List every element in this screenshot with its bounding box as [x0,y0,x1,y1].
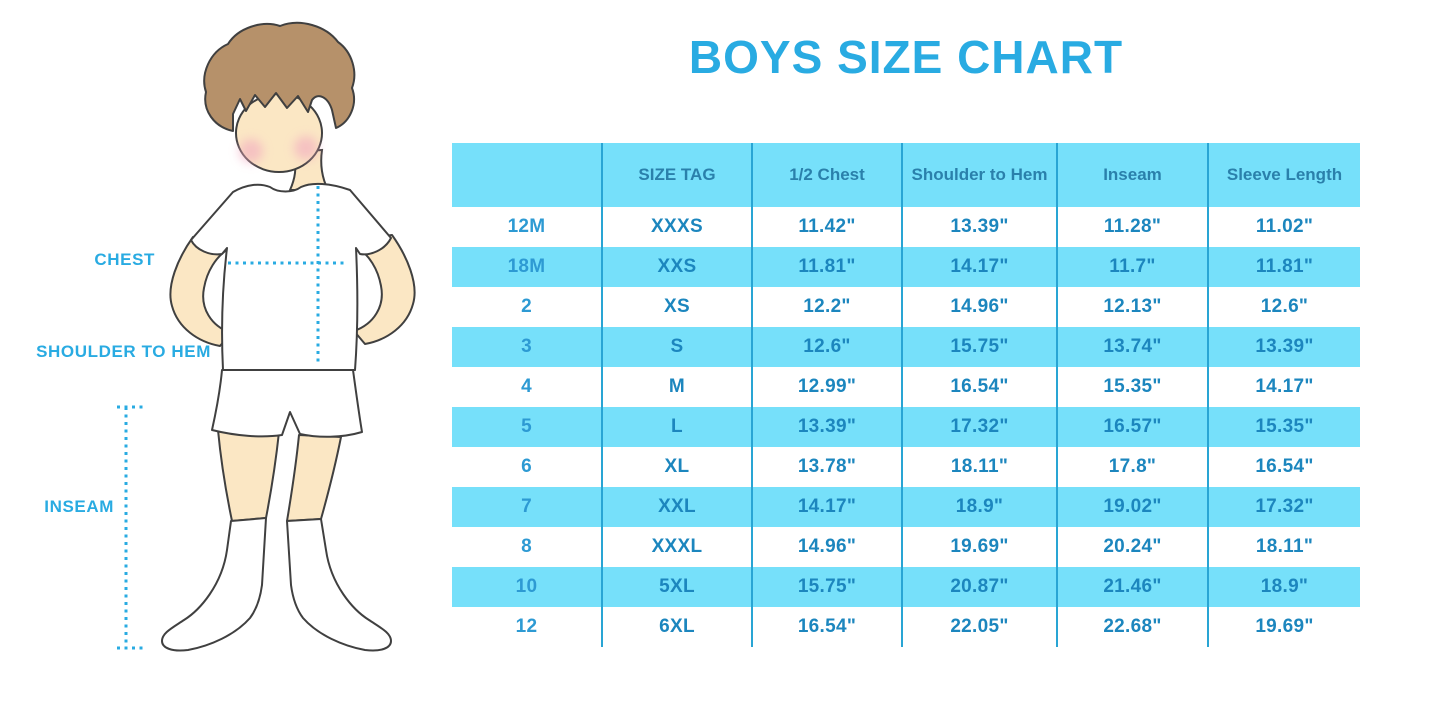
cheeks [239,136,318,163]
legs [217,429,342,522]
column-header-blank [452,143,603,207]
measurement-cell: XS [602,287,753,327]
measurement-cell: 11.42" [752,207,903,247]
row-size-label: 18M [452,247,603,287]
measurement-cell: 5XL [602,567,753,607]
table-row: 5 L 13.39" 17.32" 16.57" 15.35" [452,407,1360,447]
size-table: SIZE TAG 1/2 Chest Shoulder to Hem Inseam Sl… [452,143,1360,647]
measurement-cell: 15.35" [1255,416,1314,437]
column-header: SIZE TAG [602,143,753,207]
measurement-cell: 11.7" [1057,247,1209,287]
measurement-cell: 20.87" [902,567,1058,607]
measurement-cell: 16.57" [1057,407,1209,447]
measurement-cell: XXS [602,247,753,287]
table-row: 4 M 12.99" 16.54" 15.35" 14.17" [452,367,1360,407]
row-size-label: 2 [452,287,603,327]
socks [161,517,392,652]
measurement-cell: 13.39" [1255,336,1314,357]
page-title: BOYS SIZE CHART [688,31,1124,83]
boy-illustration [117,21,416,652]
measurement-cell: 12.6" [1260,296,1309,317]
measurement-cell: 11.28" [1057,207,1209,247]
table-row: 12M XXXS 11.42" 13.39" 11.28" 11.02" [452,207,1360,247]
size-table-body: 12M XXXS 11.42" 13.39" 11.28" 11.02" 18M XXS 11.… [452,207,1360,647]
measurement-cell: 13.78" [752,447,903,487]
inseam-label: INSEAM [44,497,114,516]
measurement-cell: 19.02" [1057,487,1209,527]
table-row: 8 XXXL 14.96" 19.69" 20.24" 18.11" [452,527,1360,567]
measurement-cell: 14.96" [902,287,1058,327]
measurement-cell: 11.02" [1255,216,1314,237]
measurement-cell: 13.74" [1057,327,1209,367]
measurement-cell: 12.2" [752,287,903,327]
column-header: 1/2 Chest [752,143,903,207]
measurement-cell: XXXS [602,207,753,247]
row-size-label: 12M [452,207,603,247]
measurement-cell: XXL [602,487,753,527]
measurement-cell: 18.9" [1260,576,1309,597]
measurement-cell: S [602,327,753,367]
measurement-cell: 18.11" [1255,536,1314,557]
measurement-cell: 14.17" [1255,376,1314,397]
measurement-cell: 11.81" [1255,256,1314,277]
measurement-cell: XXXL [602,527,753,567]
measurement-cell: 17.32" [902,407,1058,447]
row-size-label: 4 [452,367,603,407]
measurement-cell: 16.54" [902,367,1058,407]
measurement-cell: 21.46" [1057,567,1209,607]
table-row: 3 S 12.6" 15.75" 13.74" 13.39" [452,327,1360,367]
measurement-cell: 18.11" [902,447,1058,487]
hair [203,21,356,132]
measurement-cell: 13.39" [752,407,903,447]
shoulder-to-hem-label: SHOULDER TO HEM [36,342,211,361]
measurement-cell: 22.05" [902,607,1058,647]
measurement-cell: 14.17" [752,487,903,527]
measurement-cell: L [602,407,753,447]
measurement-cell: 19.69" [1255,616,1314,637]
measurement-cell: 17.8" [1057,447,1209,487]
measurement-cell: 20.24" [1057,527,1209,567]
measurement-cell: 22.68" [1057,607,1209,647]
chest-label: CHEST [94,250,155,269]
measurement-cell: 19.69" [902,527,1058,567]
measurement-cell: 18.9" [902,487,1058,527]
measurement-cell: 13.39" [902,207,1058,247]
row-size-label: 8 [452,527,603,567]
t-shirt [190,182,392,371]
measurement-cell: 14.96" [752,527,903,567]
measurement-cell: 15.35" [1057,367,1209,407]
table-row: 18M XXS 11.81" 14.17" 11.7" 11.81" [452,247,1360,287]
row-size-label: 12 [452,607,603,647]
table-row: 12 6XL 16.54" 22.05" 22.68" 19.69" [452,607,1360,647]
table-row: 10 5XL 15.75" 20.87" 21.46" 18.9" [452,567,1360,607]
table-row: 6 XL 13.78" 18.11" 17.8" 16.54" [452,447,1360,487]
row-size-label: 10 [452,567,603,607]
row-size-label: 7 [452,487,603,527]
measurement-cell: 12.99" [752,367,903,407]
column-header: Shoulder to Hem [902,143,1058,207]
measurement-cell: 12.6" [752,327,903,367]
measurement-cell: 16.54" [752,607,903,647]
measurement-cell: 11.81" [752,247,903,287]
measurement-cell: 17.32" [1255,496,1314,517]
row-size-label: 3 [452,327,603,367]
table-row: 2 XS 12.2" 14.96" 12.13" 12.6" [452,287,1360,327]
measurement-cell: 16.54" [1255,456,1314,477]
size-table-header: SIZE TAG 1/2 Chest Shoulder to Hem Inseam Sl… [452,143,1360,207]
table-row: 7 XXL 14.17" 18.9" 19.02" 17.32" [452,487,1360,527]
measurement-cell: 15.75" [752,567,903,607]
measurement-cell: 15.75" [902,327,1058,367]
measurement-cell: M [602,367,753,407]
arms [169,234,416,347]
measurement-cell: 14.17" [902,247,1058,287]
row-size-label: 6 [452,447,603,487]
shorts [211,369,363,438]
measurement-cell: 6XL [602,607,753,647]
column-header: Inseam [1057,143,1209,207]
column-header: Sleeve Length [1208,143,1360,207]
measurement-cell: XL [602,447,753,487]
row-size-label: 5 [452,407,603,447]
measurement-cell: 12.13" [1057,287,1209,327]
